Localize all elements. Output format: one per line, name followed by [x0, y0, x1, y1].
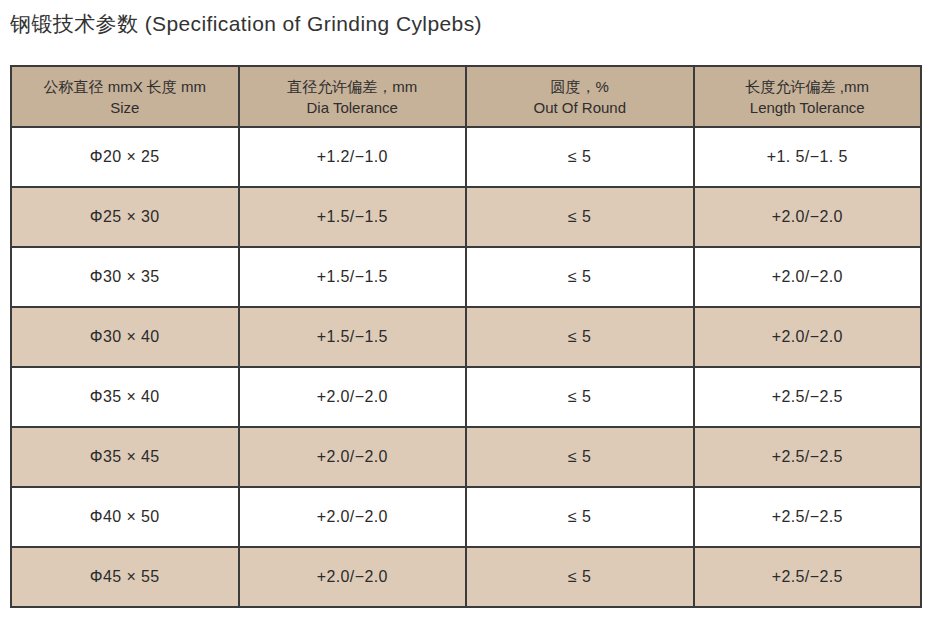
page-title: 钢锻技术参数 (Specification of Grinding Cylpeb…: [10, 10, 482, 38]
size-cell: Φ25 × 30: [11, 187, 239, 247]
dia-tolerance-cell: +2.0/−2.0: [239, 547, 467, 607]
header-dia-tolerance-zh: 直径允许偏差，mm: [240, 76, 466, 97]
length-tolerance-cell: +2.5/−2.5: [694, 367, 922, 427]
out-of-round-cell: ≤ 5: [466, 187, 694, 247]
dia-tolerance-cell: +2.0/−2.0: [239, 367, 467, 427]
length-tolerance-cell: +2.5/−2.5: [694, 487, 922, 547]
dia-tolerance-cell: +1.5/−1.5: [239, 187, 467, 247]
out-of-round-cell: ≤ 5: [466, 307, 694, 367]
table-row: Φ30 × 35+1.5/−1.5≤ 5+2.0/−2.0: [11, 247, 921, 307]
out-of-round-cell: ≤ 5: [466, 487, 694, 547]
size-cell: Φ35 × 45: [11, 427, 239, 487]
page: 钢锻技术参数 (Specification of Grinding Cylpeb…: [0, 0, 939, 619]
length-tolerance-cell: +2.0/−2.0: [694, 247, 922, 307]
size-cell: Φ30 × 40: [11, 307, 239, 367]
header-size-en: Size: [12, 97, 238, 118]
size-cell: Φ45 × 55: [11, 547, 239, 607]
length-tolerance-cell: +2.5/−2.5: [694, 547, 922, 607]
header-size: 公称直径 mmX 长度 mm Size: [11, 66, 239, 127]
header-out-of-round-en: Out Of Round: [467, 97, 693, 118]
table-row: Φ20 × 25+1.2/−1.0≤ 5+1. 5/−1. 5: [11, 127, 921, 187]
table-row: Φ35 × 40+2.0/−2.0≤ 5+2.5/−2.5: [11, 367, 921, 427]
table-row: Φ25 × 30+1.5/−1.5≤ 5+2.0/−2.0: [11, 187, 921, 247]
header-dia-tolerance-en: Dia Tolerance: [240, 97, 466, 118]
header-dia-tolerance: 直径允许偏差，mm Dia Tolerance: [239, 66, 467, 127]
header-row: 公称直径 mmX 长度 mm Size 直径允许偏差，mm Dia Tolera…: [11, 66, 921, 127]
dia-tolerance-cell: +2.0/−2.0: [239, 487, 467, 547]
out-of-round-cell: ≤ 5: [466, 367, 694, 427]
length-tolerance-cell: +2.5/−2.5: [694, 427, 922, 487]
dia-tolerance-cell: +2.0/−2.0: [239, 427, 467, 487]
spec-table: 公称直径 mmX 长度 mm Size 直径允许偏差，mm Dia Tolera…: [10, 65, 922, 608]
table-row: Φ45 × 55+2.0/−2.0≤ 5+2.5/−2.5: [11, 547, 921, 607]
dia-tolerance-cell: +1.5/−1.5: [239, 247, 467, 307]
header-out-of-round: 圆度，% Out Of Round: [466, 66, 694, 127]
out-of-round-cell: ≤ 5: [466, 247, 694, 307]
length-tolerance-cell: +1. 5/−1. 5: [694, 127, 922, 187]
table-row: Φ40 × 50+2.0/−2.0≤ 5+2.5/−2.5: [11, 487, 921, 547]
table-header: 公称直径 mmX 长度 mm Size 直径允许偏差，mm Dia Tolera…: [11, 66, 921, 127]
table-body: Φ20 × 25+1.2/−1.0≤ 5+1. 5/−1. 5Φ25 × 30+…: [11, 127, 921, 607]
out-of-round-cell: ≤ 5: [466, 127, 694, 187]
header-size-zh: 公称直径 mmX 长度 mm: [12, 76, 238, 97]
table-row: Φ30 × 40+1.5/−1.5≤ 5+2.0/−2.0: [11, 307, 921, 367]
out-of-round-cell: ≤ 5: [466, 427, 694, 487]
out-of-round-cell: ≤ 5: [466, 547, 694, 607]
length-tolerance-cell: +2.0/−2.0: [694, 307, 922, 367]
dia-tolerance-cell: +1.2/−1.0: [239, 127, 467, 187]
length-tolerance-cell: +2.0/−2.0: [694, 187, 922, 247]
header-out-of-round-zh: 圆度，%: [467, 76, 693, 97]
size-cell: Φ40 × 50: [11, 487, 239, 547]
header-length-tolerance-en: Length Tolerance: [695, 97, 921, 118]
header-length-tolerance: 长度允许偏差 ,mm Length Tolerance: [694, 66, 922, 127]
size-cell: Φ35 × 40: [11, 367, 239, 427]
table-row: Φ35 × 45+2.0/−2.0≤ 5+2.5/−2.5: [11, 427, 921, 487]
size-cell: Φ30 × 35: [11, 247, 239, 307]
header-length-tolerance-zh: 长度允许偏差 ,mm: [695, 76, 921, 97]
size-cell: Φ20 × 25: [11, 127, 239, 187]
dia-tolerance-cell: +1.5/−1.5: [239, 307, 467, 367]
